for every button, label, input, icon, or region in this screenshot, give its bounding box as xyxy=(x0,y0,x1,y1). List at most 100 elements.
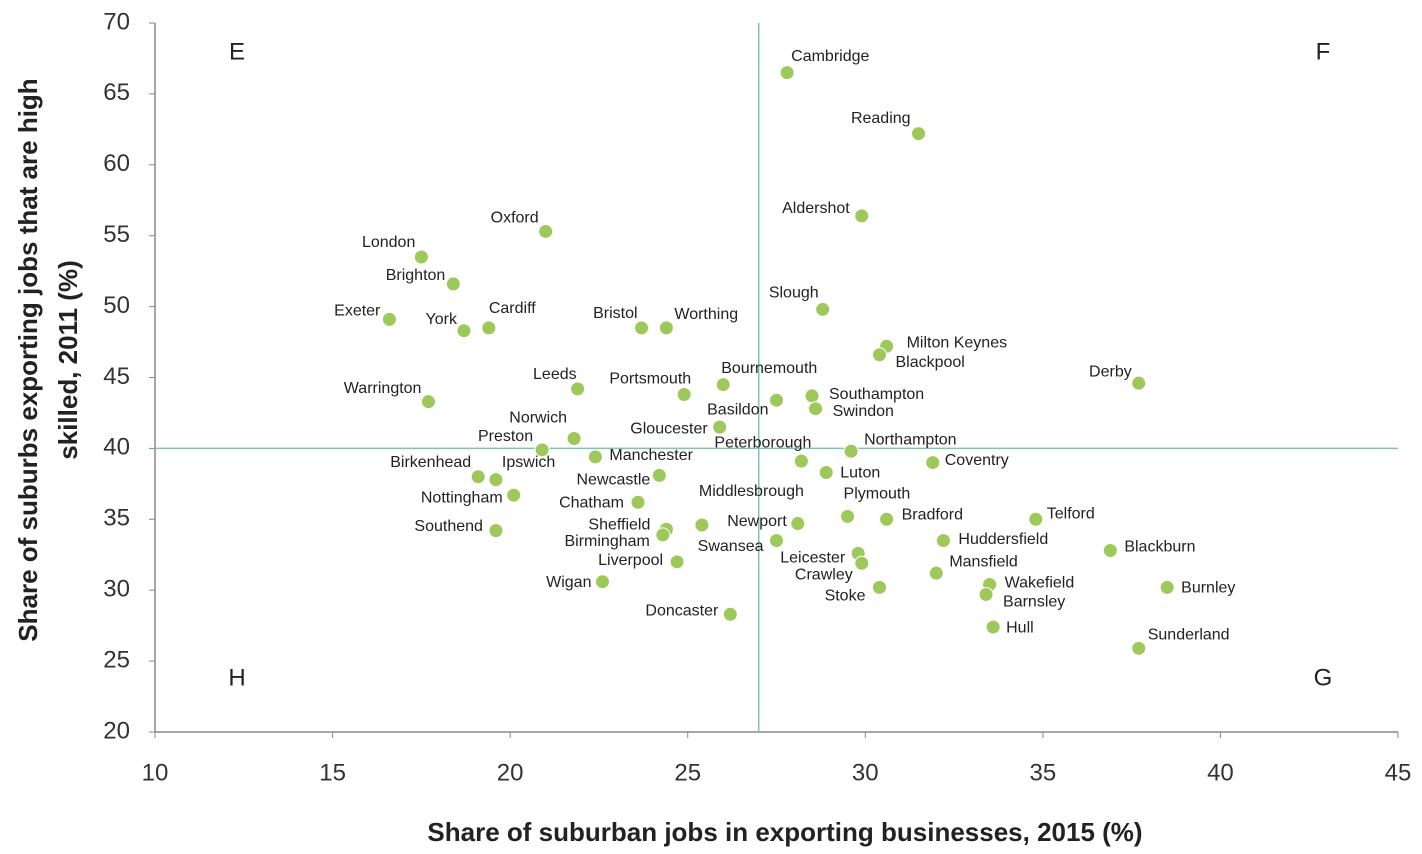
y-tick-label: 20 xyxy=(103,717,130,744)
point-label: Doncaster xyxy=(645,603,719,620)
x-tick-label: 40 xyxy=(1207,759,1234,786)
point xyxy=(658,320,674,336)
point-label: Newport xyxy=(727,513,787,530)
point-label: Northampton xyxy=(864,431,957,448)
point xyxy=(694,517,710,533)
point-label: Norwich xyxy=(509,410,567,427)
point-label: Huddersfield xyxy=(958,531,1048,548)
point xyxy=(935,533,951,549)
point xyxy=(534,442,550,458)
x-tick-label: 20 xyxy=(497,759,524,786)
quadrant-label: G xyxy=(1314,664,1333,691)
point-label: Bradford xyxy=(902,507,963,524)
point-label: Liverpool xyxy=(598,552,663,569)
y-tick-label: 25 xyxy=(103,646,130,673)
point-label: Swindon xyxy=(833,403,894,420)
point xyxy=(488,523,504,539)
x-tick-label: 15 xyxy=(319,759,346,786)
point-label: Derby xyxy=(1089,363,1132,380)
point xyxy=(790,516,806,532)
point xyxy=(488,472,504,488)
point xyxy=(651,467,667,483)
point-label: Sheffield xyxy=(588,516,650,533)
quadrant-label: E xyxy=(229,38,245,65)
point xyxy=(722,606,738,622)
point-label: Coventry xyxy=(945,452,1009,469)
point-label: Leeds xyxy=(533,366,577,383)
point-label: Cardiff xyxy=(489,300,536,317)
point-label: Manchester xyxy=(609,447,693,464)
point-label: London xyxy=(362,234,415,251)
point xyxy=(815,301,831,317)
point xyxy=(1028,511,1044,527)
point xyxy=(676,387,692,403)
y-tick-label: 65 xyxy=(103,79,130,106)
y-tick-label: 55 xyxy=(103,221,130,248)
point xyxy=(978,586,994,602)
point-label: Aldershot xyxy=(782,200,850,217)
x-tick-label: 35 xyxy=(1030,759,1057,786)
point-label: Birkenhead xyxy=(390,454,471,471)
point xyxy=(793,453,809,469)
point-label: Wigan xyxy=(546,574,591,591)
point-label: Mansfield xyxy=(949,553,1017,570)
point xyxy=(566,430,582,446)
x-tick-label: 30 xyxy=(852,759,879,786)
x-tick-label: 45 xyxy=(1385,759,1412,786)
point-label: Crawley xyxy=(795,566,853,583)
point xyxy=(840,508,856,524)
point-label: Blackburn xyxy=(1124,539,1195,556)
point-label: Middlesbrough xyxy=(699,483,804,500)
point xyxy=(538,223,554,239)
y-tick-label: 50 xyxy=(103,292,130,319)
point-label: Exeter xyxy=(334,303,381,320)
point-label: Plymouth xyxy=(844,486,911,503)
y-axis-title: Share of suburbs exporting jobs that are… xyxy=(13,78,43,641)
point xyxy=(587,449,603,465)
point xyxy=(715,377,731,393)
point xyxy=(594,574,610,590)
point xyxy=(843,443,859,459)
point xyxy=(634,320,650,336)
point-label: Telford xyxy=(1047,506,1095,523)
point xyxy=(985,619,1001,635)
point xyxy=(655,527,671,543)
point xyxy=(879,511,895,527)
point xyxy=(854,208,870,224)
point xyxy=(481,320,497,336)
point-label: Portsmouth xyxy=(609,371,691,388)
point-label: Barnsley xyxy=(1003,594,1065,611)
point-label: Burnley xyxy=(1181,580,1235,597)
point-label: Blackpool xyxy=(895,354,964,371)
point-label: Oxford xyxy=(491,210,539,227)
point-label: Sunderland xyxy=(1148,627,1230,644)
point xyxy=(804,388,820,404)
point-label: Preston xyxy=(478,428,533,445)
point-label: Reading xyxy=(851,110,911,127)
y-tick-label: 35 xyxy=(103,505,130,532)
point-label: Peterborough xyxy=(714,434,811,451)
point-label: Bournemouth xyxy=(721,360,817,377)
point xyxy=(570,381,586,397)
point xyxy=(413,249,429,265)
point-label: Stoke xyxy=(825,588,866,605)
point xyxy=(506,487,522,503)
point xyxy=(928,565,944,581)
point-label: Gloucester xyxy=(630,420,708,437)
x-tick-label: 10 xyxy=(142,759,169,786)
point-label: Worthing xyxy=(674,306,738,323)
point-label: Warrington xyxy=(344,380,422,397)
point xyxy=(445,276,461,292)
point-label: Southend xyxy=(414,518,483,535)
point-label: Milton Keynes xyxy=(907,335,1008,352)
point-label: Nottingham xyxy=(421,489,503,506)
point-label: Brighton xyxy=(386,267,446,284)
point xyxy=(669,554,685,570)
y-axis-title: skilled, 2011 (%) xyxy=(53,260,83,459)
point xyxy=(925,455,941,471)
point xyxy=(808,401,824,417)
point-label: Bristol xyxy=(593,305,637,322)
point xyxy=(712,419,728,435)
point-label: Newcastle xyxy=(576,472,650,489)
point xyxy=(1159,579,1175,595)
